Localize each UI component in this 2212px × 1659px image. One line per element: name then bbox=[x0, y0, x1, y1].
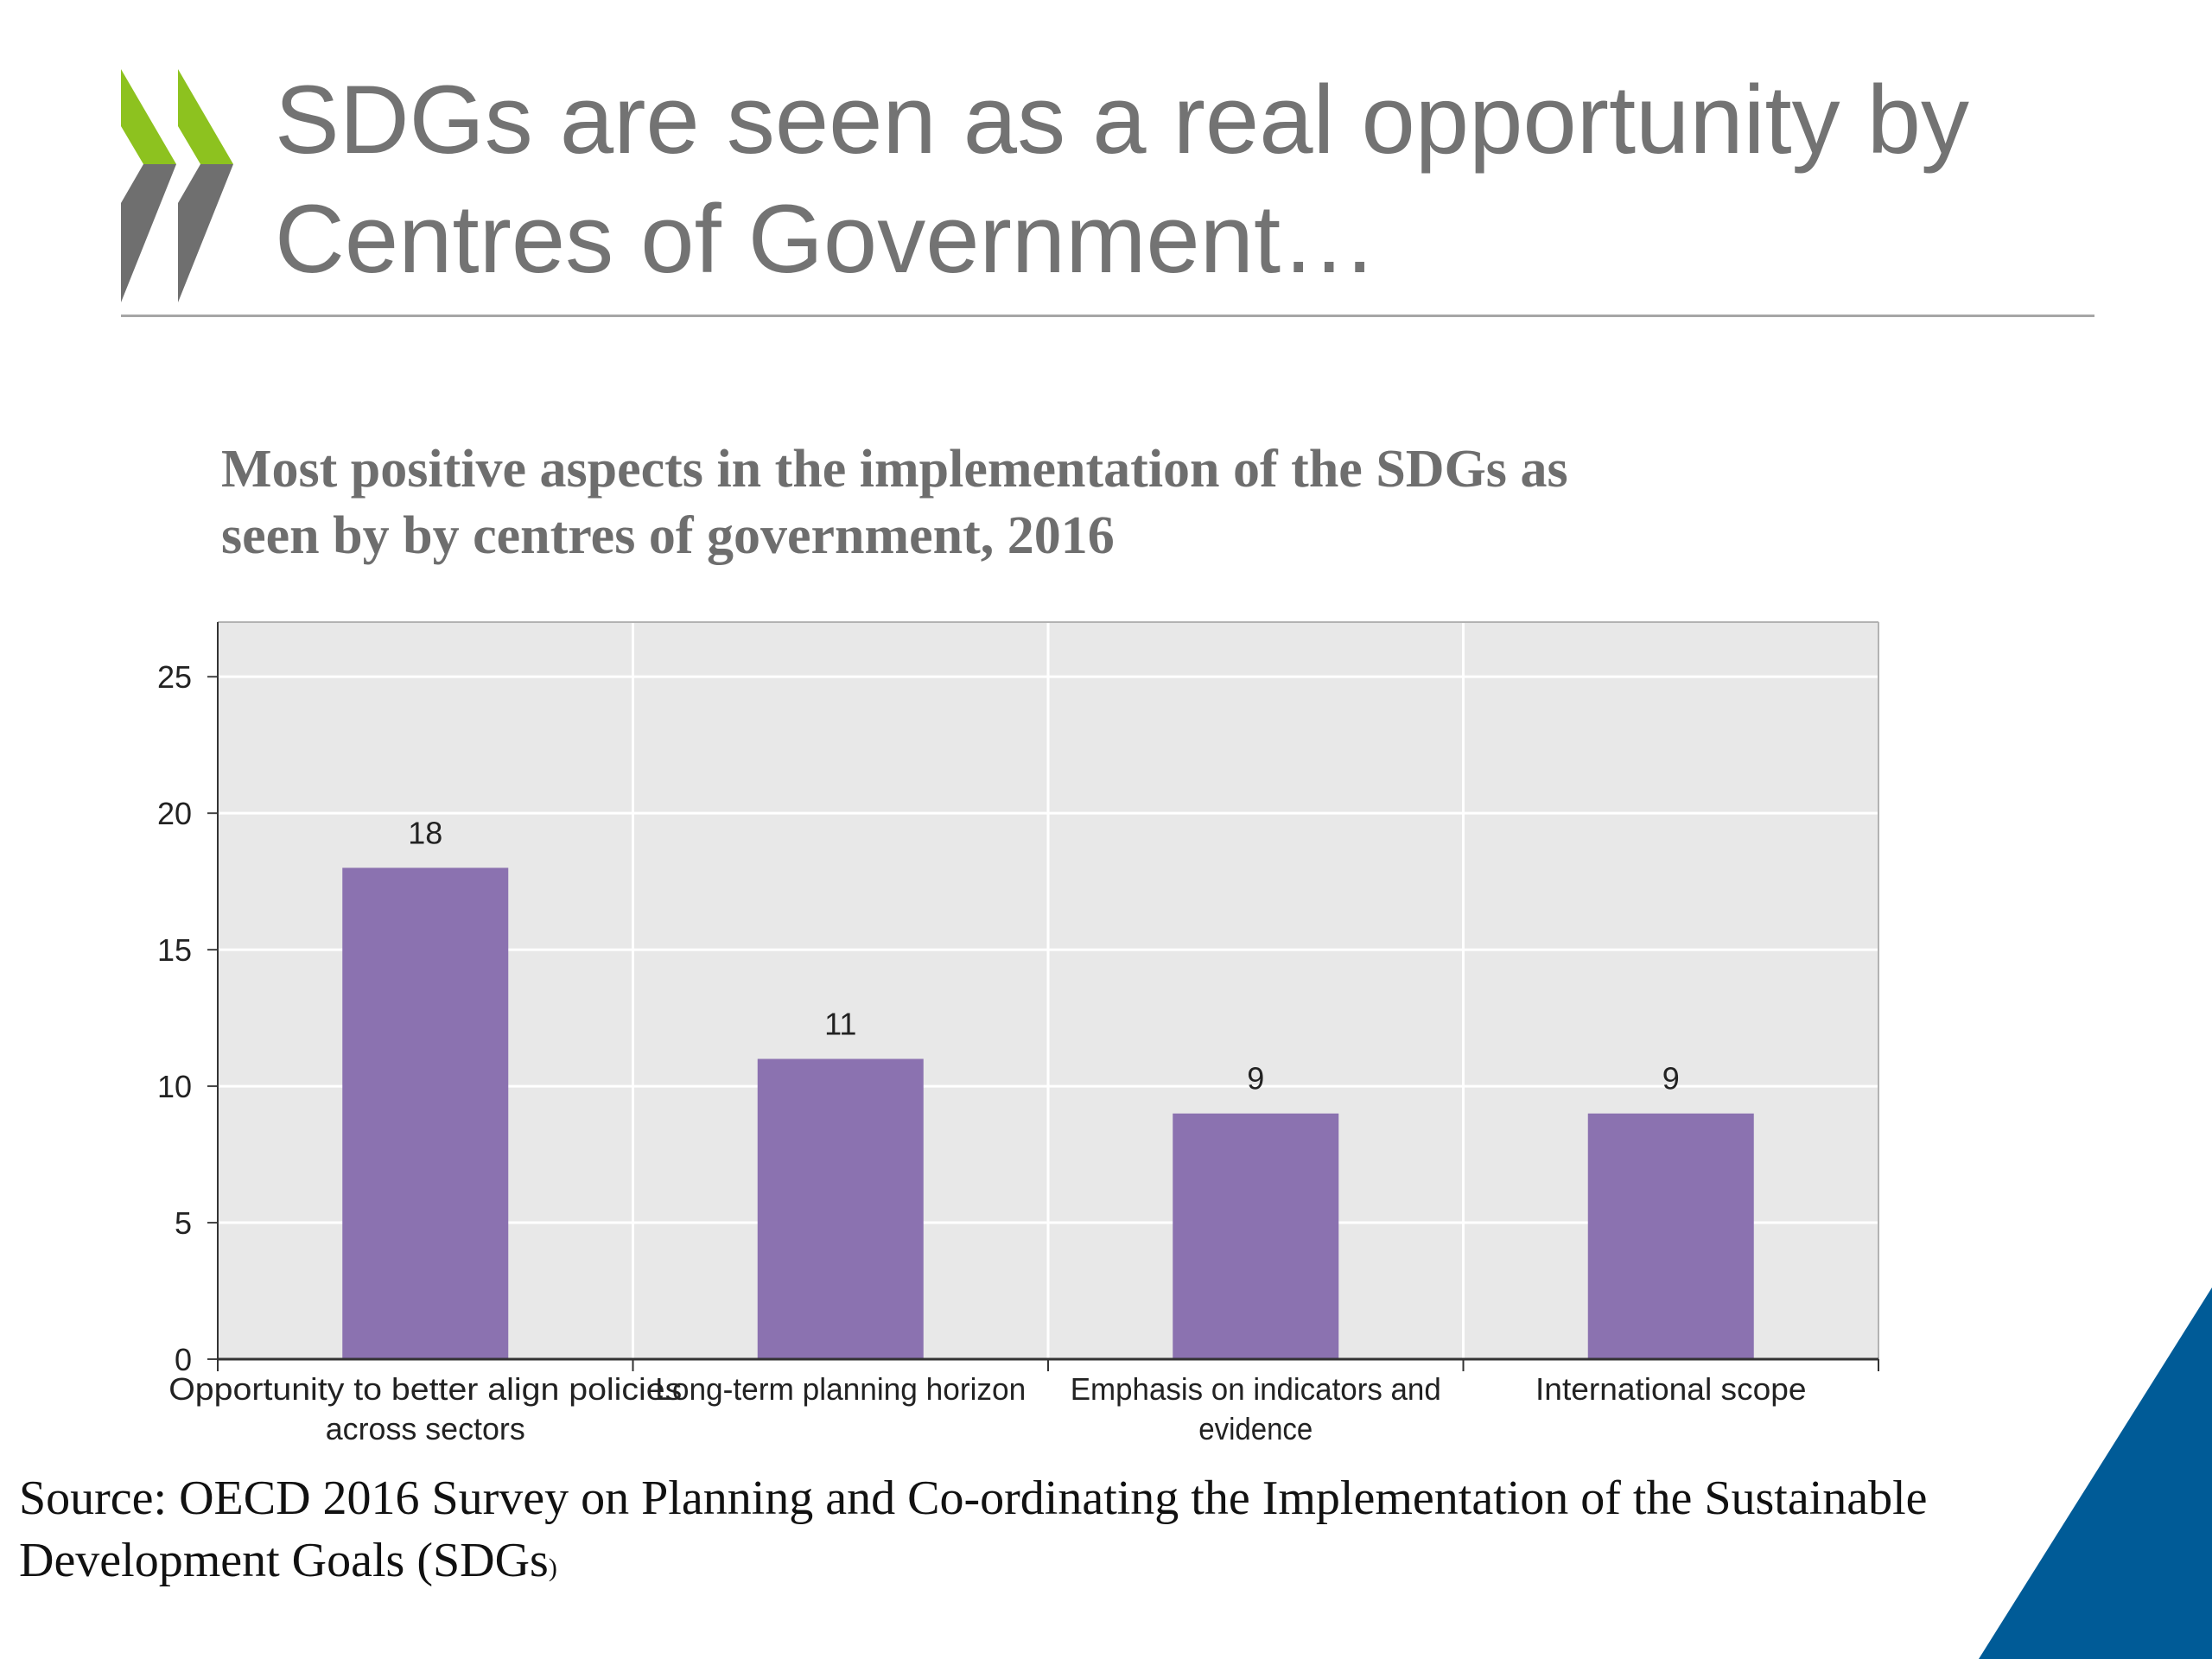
data-label: 9 bbox=[1662, 1061, 1680, 1096]
y-tick-label: 25 bbox=[157, 659, 192, 695]
data-label: 11 bbox=[824, 1006, 856, 1041]
bar bbox=[1587, 1113, 1754, 1359]
source-tail: ) bbox=[548, 1554, 557, 1582]
bar bbox=[342, 868, 509, 1359]
y-tick-label: 15 bbox=[157, 932, 192, 968]
slide-title-line-1: SDGs are seen as a real opportunity by bbox=[275, 66, 1970, 174]
bar bbox=[757, 1058, 924, 1359]
logo-chevron-grey-right bbox=[178, 164, 233, 302]
slide-title-line-2: Centres of Government… bbox=[275, 185, 1378, 293]
chart-title: Most positive aspects in the implementat… bbox=[221, 436, 2036, 569]
x-tick-label: International scope bbox=[1535, 1371, 1807, 1407]
source-text: Source: OECD 2016 Survey on Planning and… bbox=[19, 1471, 1928, 1587]
slide-title: SDGs are seen as a real opportunity by C… bbox=[275, 60, 2133, 299]
data-label: 9 bbox=[1247, 1061, 1264, 1096]
logo-chevron-green-left bbox=[121, 69, 176, 164]
x-tick-label: Emphasis on indicators and bbox=[1071, 1371, 1441, 1407]
chart-title-line-2: seen by by centres of government, 2016 bbox=[221, 506, 1115, 565]
source-note: Source: OECD 2016 Survey on Planning and… bbox=[19, 1467, 1989, 1599]
chart-title-line-1: Most positive aspects in the implementat… bbox=[221, 440, 1568, 499]
data-label: 18 bbox=[408, 815, 442, 850]
y-tick-label: 5 bbox=[175, 1205, 192, 1241]
title-divider bbox=[121, 315, 2094, 317]
x-tick-label: across sectors bbox=[326, 1411, 525, 1446]
oecd-logo bbox=[121, 69, 233, 302]
logo-chevron-green-right bbox=[178, 69, 233, 164]
y-tick-label: 10 bbox=[157, 1069, 192, 1104]
logo-chevron-grey-left bbox=[121, 164, 176, 302]
x-tick-label: Opportunity to better align policies bbox=[168, 1371, 682, 1407]
bar bbox=[1173, 1113, 1339, 1359]
y-tick-label: 20 bbox=[157, 796, 192, 831]
x-tick-label: evidence bbox=[1198, 1411, 1313, 1446]
y-tick-label: 0 bbox=[175, 1342, 192, 1377]
x-tick-label: Long-term planning horizon bbox=[655, 1371, 1026, 1407]
